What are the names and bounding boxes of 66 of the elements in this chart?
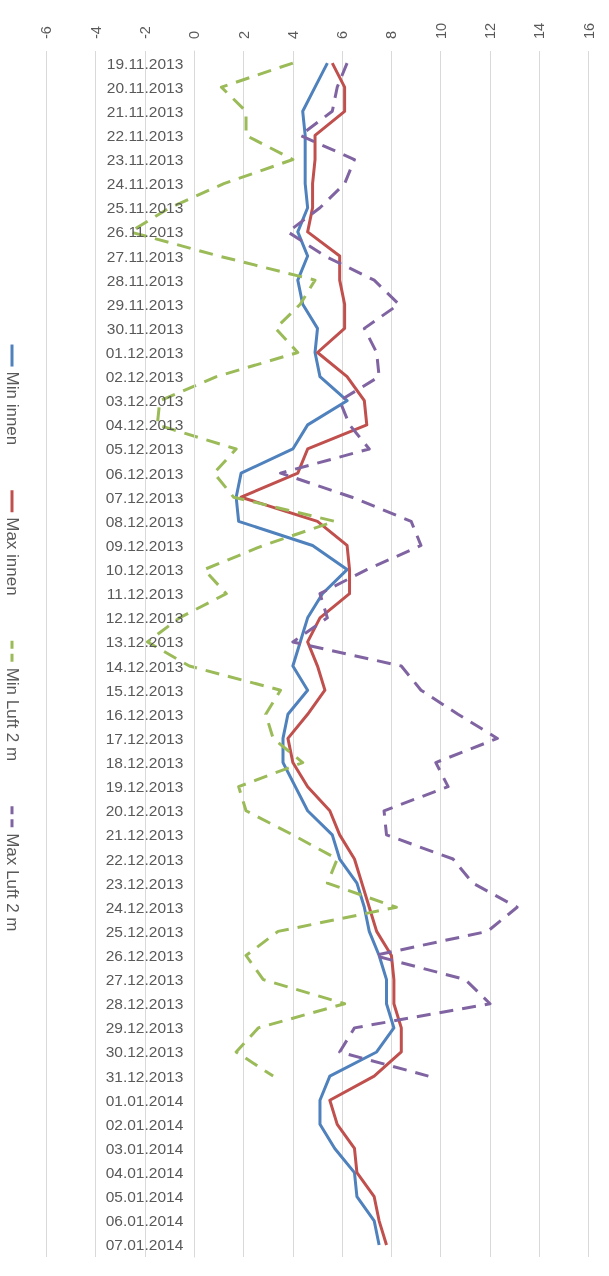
- y-tick-label: 26.12.2013: [105, 947, 184, 964]
- y-tick-label: 27.12.2013: [105, 971, 184, 989]
- legend-label: Max innen: [2, 517, 22, 596]
- y-tick-label: 23.12.2013: [105, 874, 184, 892]
- y-tick-label: 22.12.2013: [105, 850, 184, 868]
- y-tick-label: 25.12.2013: [105, 922, 184, 940]
- y-tick-label: 13.12.2013: [105, 633, 184, 651]
- y-tick-label: 14.12.2013: [105, 657, 184, 675]
- x-tick-label: 16: [580, 22, 597, 39]
- x-tick-label: 2: [235, 30, 252, 39]
- y-tick-label: 05.01.2014: [105, 1188, 184, 1206]
- y-tick-label: 11.12.2013: [106, 585, 184, 603]
- y-tick-label: 27.11.2013: [106, 247, 184, 265]
- y-tick-label: 01.01.2014: [105, 1091, 184, 1109]
- y-tick-label: 29.12.2013: [105, 1019, 184, 1037]
- y-tick-label: 12.12.2013: [105, 609, 184, 627]
- y-tick-label: 02.12.2013: [105, 368, 184, 386]
- y-tick-label: 09.12.2013: [105, 536, 184, 554]
- legend-label: Min innen: [2, 371, 22, 446]
- x-tick-label: 12: [482, 22, 499, 39]
- y-tick-label: 08.12.2013: [105, 512, 184, 530]
- x-tick-label: 8: [383, 30, 400, 39]
- y-tick-label: 10.12.2013: [105, 561, 184, 579]
- y-tick-label: 16.12.2013: [105, 705, 184, 723]
- x-tick-label: 6: [334, 30, 351, 39]
- x-tick-label: 14: [531, 22, 548, 39]
- x-tick-label: 0: [186, 30, 203, 39]
- y-tick-label: 31.12.2013: [105, 1067, 184, 1085]
- y-tick-label: 22.11.2013: [106, 126, 184, 144]
- legend-label: Max Luft 2 m: [2, 833, 22, 932]
- y-tick-label: 30.11.2013: [106, 319, 184, 337]
- y-tick-label: 01.12.2013: [105, 344, 184, 361]
- y-tick-label: 04.12.2013: [105, 416, 184, 434]
- y-tick-label: 07.12.2013: [105, 488, 184, 506]
- y-tick-label: 15.12.2013: [105, 681, 184, 699]
- y-tick-label: 17.12.2013: [105, 729, 184, 747]
- y-tick-label: 03.12.2013: [105, 392, 184, 410]
- y-tick-label: 19.12.2013: [105, 778, 184, 796]
- y-tick-label: 21.11.2013: [106, 102, 184, 120]
- x-tick-label: -6: [38, 26, 55, 39]
- y-tick-label: 07.01.2014: [105, 1236, 184, 1254]
- y-tick-label: 26.11.2013: [106, 223, 184, 241]
- y-tick-label: 02.01.2014: [105, 1115, 184, 1133]
- y-tick-label: 24.11.2013: [106, 175, 184, 193]
- y-tick-label: 23.11.2013: [106, 151, 184, 169]
- y-tick-label: 29.11.2013: [106, 295, 184, 313]
- y-tick-label: 21.12.2013: [105, 826, 184, 844]
- y-tick-label: 19.11.2013: [106, 54, 184, 72]
- y-tick-label: 30.12.2013: [105, 1043, 184, 1061]
- y-tick-label: 25.11.2013: [106, 199, 184, 217]
- y-tick-label: 06.01.2014: [105, 1212, 184, 1230]
- legend-label: Min Luft 2 m: [2, 667, 22, 762]
- x-tick-label: -2: [136, 26, 153, 39]
- y-tick-label: 24.12.2013: [105, 898, 184, 916]
- x-tick-label: 4: [284, 30, 301, 39]
- y-tick-label: 28.11.2013: [106, 271, 184, 289]
- y-tick-label: 04.01.2014: [105, 1164, 184, 1182]
- y-tick-label: 20.11.2013: [106, 78, 184, 96]
- y-tick-label: 03.01.2014: [105, 1139, 184, 1157]
- y-tick-label: 06.12.2013: [105, 464, 184, 482]
- x-tick-label: -4: [87, 26, 104, 39]
- y-tick-label: 05.12.2013: [105, 440, 184, 458]
- x-tick-label: 10: [432, 22, 449, 39]
- y-tick-label: 20.12.2013: [105, 802, 184, 820]
- y-tick-label: 28.12.2013: [105, 995, 184, 1013]
- y-tick-label: 18.12.2013: [105, 754, 184, 772]
